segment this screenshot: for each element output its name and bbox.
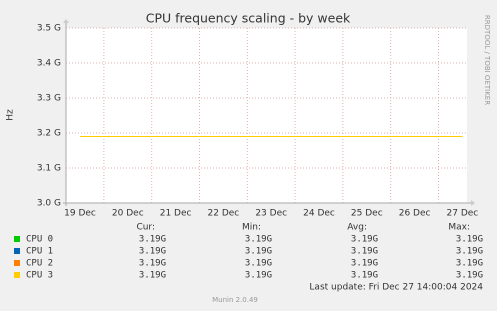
legend-label: CPU 3 — [26, 271, 53, 281]
legend-swatch — [14, 260, 20, 266]
legend-swatch — [14, 272, 20, 278]
axis-arrow — [63, 19, 69, 23]
x-tick-label: 26 Dec — [399, 209, 431, 219]
footer: Munin 2.0.49 — [212, 296, 258, 304]
stat-value: 3.19G — [139, 259, 166, 269]
legend-label: CPU 2 — [26, 259, 53, 269]
stat-value: 3.19G — [139, 235, 166, 245]
legend-swatch — [14, 248, 20, 254]
stats-header: Cur: — [136, 223, 155, 233]
stat-value: 3.19G — [351, 271, 378, 281]
x-tick-label: 23 Dec — [255, 209, 287, 219]
y-tick-label: 3.2 G — [37, 129, 61, 139]
stat-value: 3.19G — [456, 247, 483, 257]
legend-swatch — [14, 236, 20, 242]
plot-area — [66, 28, 467, 203]
stat-value: 3.19G — [351, 247, 378, 257]
stat-value: 3.19G — [245, 247, 272, 257]
stats-header: Avg: — [347, 223, 367, 233]
x-tick-label: 24 Dec — [303, 209, 335, 219]
y-tick-label: 3.3 G — [37, 94, 61, 104]
stat-value: 3.19G — [245, 271, 272, 281]
x-tick-label: 25 Dec — [351, 209, 383, 219]
stats-header: Max: — [448, 223, 470, 233]
stat-value: 3.19G — [456, 235, 483, 245]
y-tick-label: 3.4 G — [37, 59, 61, 69]
stat-value: 3.19G — [139, 247, 166, 257]
stat-value: 3.19G — [245, 259, 272, 269]
y-tick-label: 3.5 G — [37, 24, 61, 34]
side-label: RRDTOOL / TOBI OETIKER — [483, 15, 491, 105]
x-tick-label: 27 Dec — [447, 209, 479, 219]
y-axis-label: Hz — [6, 109, 16, 121]
stat-value: 3.19G — [245, 235, 272, 245]
y-tick-label: 3.1 G — [37, 164, 61, 174]
stat-value: 3.19G — [456, 271, 483, 281]
last-update: Last update: Fri Dec 27 14:00:04 2024 — [309, 283, 483, 293]
stats-header: Min: — [242, 223, 261, 233]
x-tick-label: 22 Dec — [208, 209, 240, 219]
stat-value: 3.19G — [456, 259, 483, 269]
legend-label: CPU 1 — [26, 247, 53, 257]
stat-value: 3.19G — [139, 271, 166, 281]
x-tick-label: 20 Dec — [112, 209, 144, 219]
legend-label: CPU 0 — [26, 235, 53, 245]
x-tick-label: 19 Dec — [64, 209, 96, 219]
y-tick-label: 3.0 G — [37, 199, 61, 209]
x-tick-label: 21 Dec — [160, 209, 192, 219]
stat-value: 3.19G — [351, 235, 378, 245]
stat-value: 3.19G — [351, 259, 378, 269]
chart-title: CPU frequency scaling - by week — [146, 11, 351, 26]
axis-arrow — [471, 200, 475, 206]
